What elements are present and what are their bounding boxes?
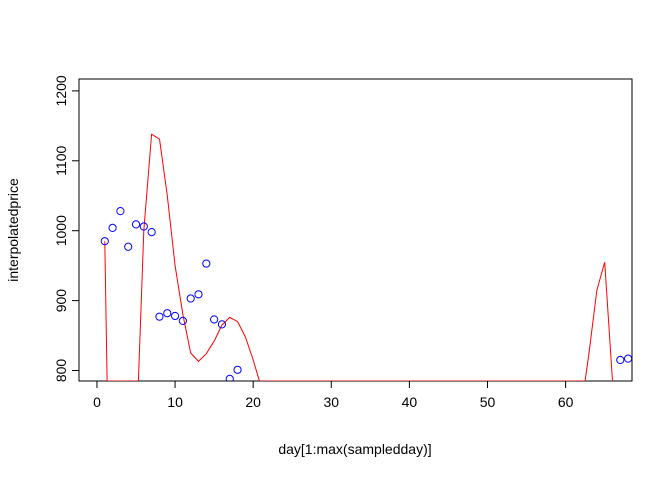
data-point bbox=[194, 290, 203, 299]
data-point bbox=[225, 374, 234, 381]
y-axis: 800 900 1000 1100 1200 bbox=[53, 75, 80, 383]
y-axis-title: interpolatedprice bbox=[5, 178, 21, 282]
x-tick-label: 10 bbox=[167, 394, 183, 410]
data-point bbox=[108, 223, 117, 233]
x-tick-label: 30 bbox=[323, 394, 339, 410]
x-tick-label: 50 bbox=[480, 394, 496, 410]
x-axis: 0 10 20 30 40 50 60 bbox=[93, 380, 574, 410]
data-point bbox=[170, 311, 180, 321]
price-line-series bbox=[104, 133, 613, 381]
data-point bbox=[233, 365, 242, 374]
y-tick-label: 1200 bbox=[53, 75, 69, 106]
data-point bbox=[217, 320, 227, 329]
x-tick-label: 0 bbox=[93, 394, 101, 410]
data-point bbox=[100, 237, 109, 246]
y-tick-label: 800 bbox=[53, 359, 69, 383]
data-point bbox=[178, 316, 187, 325]
data-point bbox=[210, 315, 219, 324]
price-line bbox=[104, 133, 613, 381]
x-tick-label: 20 bbox=[245, 394, 261, 410]
plot-frame bbox=[78, 78, 633, 382]
data-point bbox=[131, 220, 141, 229]
data-point bbox=[623, 354, 632, 363]
data-point bbox=[202, 259, 211, 268]
x-tick-label: 60 bbox=[558, 394, 574, 410]
y-tick-label: 1000 bbox=[53, 215, 69, 246]
data-point bbox=[155, 312, 164, 321]
price-point-series bbox=[100, 207, 632, 381]
x-axis-title: day[1:max(sampledday)] bbox=[278, 441, 431, 457]
data-point bbox=[139, 222, 148, 231]
data-point bbox=[186, 294, 195, 303]
data-point bbox=[124, 242, 133, 251]
x-tick-label: 40 bbox=[402, 394, 418, 410]
data-point bbox=[616, 355, 625, 365]
data-point bbox=[147, 227, 156, 237]
data-point bbox=[163, 309, 172, 318]
data-point bbox=[116, 207, 125, 216]
y-tick-label: 900 bbox=[53, 289, 69, 313]
y-tick-label: 1100 bbox=[53, 146, 69, 176]
